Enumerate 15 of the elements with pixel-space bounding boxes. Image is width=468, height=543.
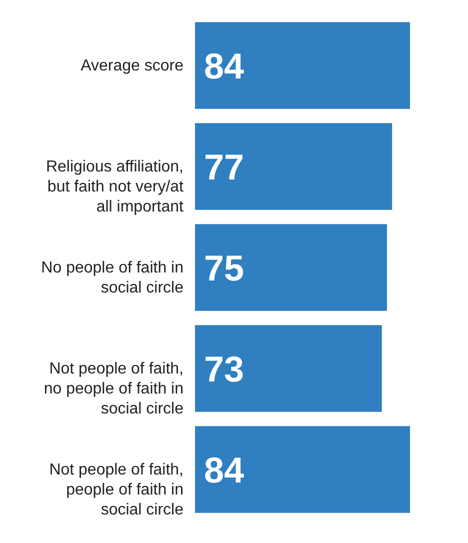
data-label: 75	[204, 248, 244, 288]
y-tick-label: Not people of faith, no people of faith in social circle	[44, 360, 184, 418]
bar	[195, 325, 382, 412]
y-tick-label: Average score	[80, 58, 184, 74]
bar	[195, 22, 410, 109]
data-label: 77	[204, 146, 244, 188]
data-label: 84	[204, 450, 244, 490]
y-tick-label: Not people of faith, people of faith in social circle	[49, 462, 184, 518]
data-label: 84	[204, 46, 244, 86]
bar	[195, 426, 410, 513]
bar	[195, 224, 387, 311]
data-label: 73	[204, 348, 244, 390]
y-tick-label: No people of faith in social circle	[41, 260, 184, 296]
bar	[195, 123, 392, 210]
y-tick-label: Religious affiliation, but faith not very/at all important	[46, 158, 184, 216]
